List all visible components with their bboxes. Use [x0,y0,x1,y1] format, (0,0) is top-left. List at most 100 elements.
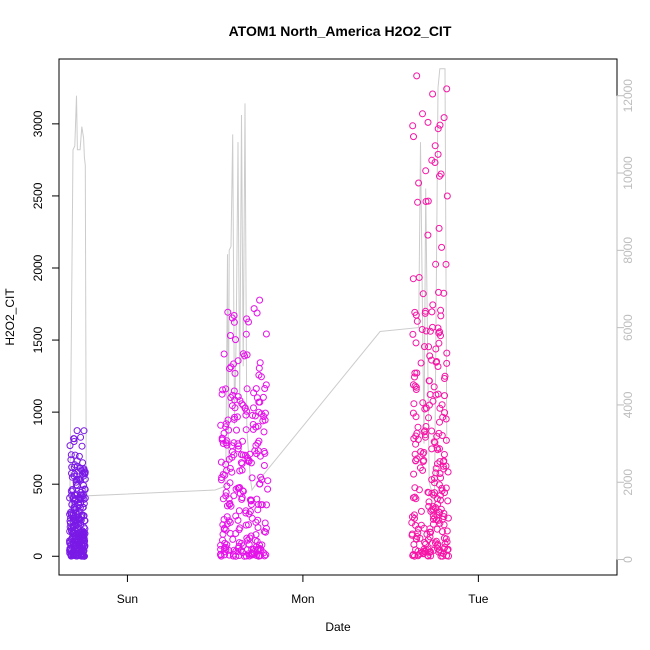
data-point [238,460,246,468]
data-point [438,528,446,536]
data-point [230,318,238,326]
data-point [258,501,266,509]
data-point [442,415,450,423]
data-point [227,363,235,371]
data-point [432,469,440,477]
data-point [434,540,442,548]
data-point [223,513,231,521]
data-point [244,536,252,544]
data-point [75,475,82,483]
data-point [437,491,444,499]
data-point [247,459,255,467]
data-point [410,133,417,141]
data-point [246,450,254,458]
x-tick-label: Tue [468,592,489,606]
data-point [428,156,436,164]
data-point [252,531,260,539]
data-point [221,551,229,559]
data-point [256,545,264,552]
data-point [429,397,437,405]
data-point [435,429,443,437]
data-point [234,484,242,492]
data-point [415,486,423,494]
data-point [73,457,81,465]
data-point [442,260,450,268]
data-point [436,172,443,180]
series-2 [217,296,272,560]
data-point [430,438,438,446]
data-point [71,500,79,508]
data-point [414,551,422,559]
data-point [411,484,419,492]
data-point [67,487,75,495]
data-point [410,400,418,408]
data-point [70,435,78,443]
data-point [413,317,421,325]
data-point [71,491,79,499]
data-point [434,324,442,332]
data-point [75,545,83,553]
data-point [409,275,417,283]
data-point [443,527,451,535]
data-point [250,389,258,397]
data-point [411,382,419,390]
data-point [81,517,89,525]
data-point [78,527,86,535]
data-point [228,442,236,450]
overlay-line-layer [69,68,448,543]
data-point [419,290,427,298]
data-point [75,520,83,527]
data-point [434,363,442,370]
data-point [438,401,446,409]
data-point [253,394,261,402]
data-point [222,420,230,428]
data-point [256,359,264,367]
data-point [66,539,74,547]
data-point [76,538,84,546]
data-point [226,332,234,339]
y-axis-label: H2O2_CIT [3,288,17,346]
data-point [243,351,251,359]
data-point [414,423,422,431]
data-point [412,339,420,347]
data-point [412,383,420,391]
y-tick-label: 1000 [31,398,45,425]
data-point [77,433,85,441]
data-point [409,551,417,558]
data-point [417,448,425,456]
data-point [67,551,75,559]
data-point [441,375,448,382]
data-point [438,243,446,251]
data-point [434,460,441,468]
data-point [409,122,417,130]
data-point [73,427,81,435]
data-point [410,470,418,478]
data-point [242,552,250,560]
x-tick-label: Mon [291,592,314,606]
data-point [71,495,79,503]
data-point [261,519,269,527]
data-point [425,377,433,385]
data-point [234,393,242,401]
y2-tick-label: 4000 [621,391,635,418]
data-point [247,501,255,508]
data-point [219,521,227,529]
data-point [222,492,230,500]
data-point [252,518,260,526]
data-point [430,383,438,391]
data-point [429,515,437,523]
data-point [437,474,445,482]
data-point [237,459,245,467]
data-point [431,514,438,522]
data-point [432,391,440,399]
data-point [242,426,250,434]
data-point [425,498,433,506]
data-point [75,452,83,460]
data-point [260,448,268,455]
data-point [67,451,75,459]
y-tick-label: 500 [31,474,45,494]
data-point [409,330,417,338]
data-point [437,549,445,557]
data-point [436,418,443,426]
